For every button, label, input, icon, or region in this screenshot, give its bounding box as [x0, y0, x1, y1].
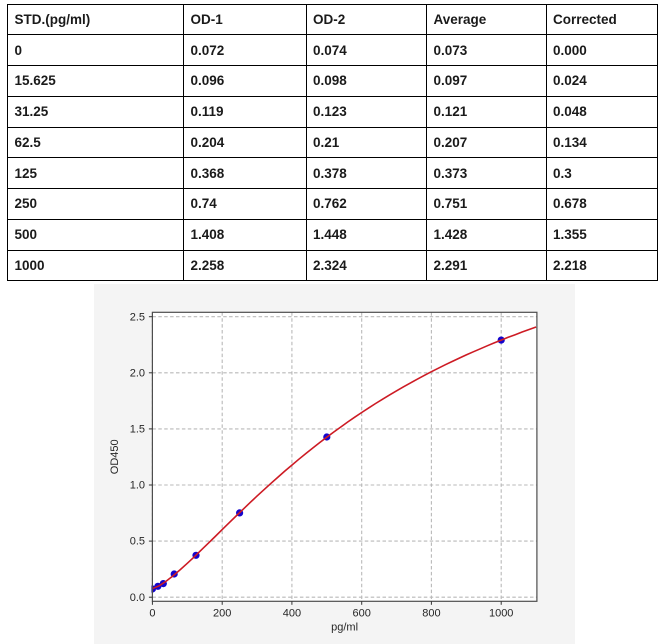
svg-text:OD450: OD450	[109, 439, 121, 474]
svg-text:800: 800	[422, 608, 440, 620]
svg-text:pg/ml: pg/ml	[331, 622, 358, 634]
svg-text:2.0: 2.0	[130, 367, 145, 379]
svg-text:0: 0	[149, 608, 155, 620]
svg-text:0.0: 0.0	[130, 592, 145, 604]
svg-text:1000: 1000	[489, 608, 513, 620]
svg-text:1.5: 1.5	[130, 424, 145, 436]
svg-text:400: 400	[283, 608, 301, 620]
svg-text:2.5: 2.5	[130, 311, 145, 323]
svg-text:200: 200	[213, 608, 231, 620]
svg-text:1.0: 1.0	[130, 480, 145, 492]
svg-text:0.5: 0.5	[130, 536, 145, 548]
svg-text:600: 600	[353, 608, 371, 620]
